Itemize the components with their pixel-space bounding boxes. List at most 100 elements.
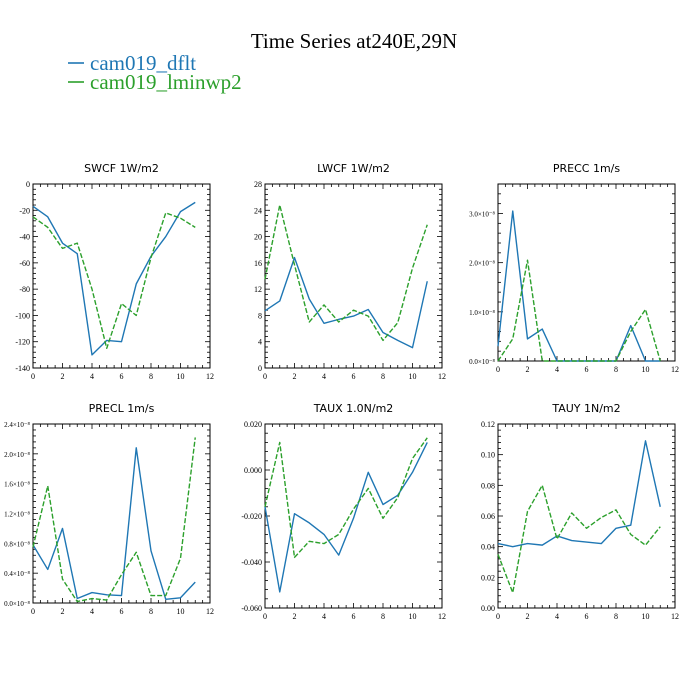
series-line-lminwp2 xyxy=(264,204,428,342)
series-line-dflt xyxy=(497,440,661,548)
y-tick-label: 0.06 xyxy=(481,512,495,521)
x-tick-label: 4 xyxy=(90,607,94,616)
y-tick-label: 0.10 xyxy=(481,451,495,460)
x-tick-label: 0 xyxy=(263,612,267,621)
y-tick-label: 0.00 xyxy=(481,604,495,613)
legend-label-lminwp2: cam019_lminwp2 xyxy=(90,70,242,94)
panel-title: PRECL 1m/s xyxy=(89,402,155,415)
y-tick-label: 4 xyxy=(258,338,262,347)
y-tick-label: 1.2×10⁻⁸ xyxy=(4,511,30,519)
y-tick-label: 0 xyxy=(26,180,30,189)
x-tick-label: 10 xyxy=(642,365,650,374)
x-tick-label: 10 xyxy=(409,612,417,621)
x-tick-label: 12 xyxy=(206,607,214,616)
x-tick-label: 2 xyxy=(526,612,530,621)
panel-0: SWCF 1W/m2 0 2 4 6 8 10 12 -140 -120 -100 -80 -60 -40… xyxy=(15,162,214,381)
y-tick-label: -0.040 xyxy=(241,558,262,567)
y-tick-label: 0.04 xyxy=(481,543,495,552)
y-tick-label: -40 xyxy=(19,233,30,242)
x-tick-label: 8 xyxy=(149,607,153,616)
x-tick-label: 10 xyxy=(177,372,185,381)
y-tick-label: 2.0×10⁻⁸ xyxy=(469,260,495,268)
x-tick-label: 8 xyxy=(614,612,618,621)
x-tick-label: 8 xyxy=(149,372,153,381)
y-tick-label: 0 xyxy=(258,364,262,373)
x-tick-label: 10 xyxy=(177,607,185,616)
y-tick-label: -120 xyxy=(15,338,30,347)
panel-4: TAUX 1.0N/m2 0 2 4 6 8 10 12 -0.060 -0.040 -0.020 0… xyxy=(241,402,446,621)
panel-5: TAUY 1N/m2 0 2 4 6 8 10 12 0.00 0.02 0.04 0.06 0.08 0… xyxy=(481,402,679,621)
x-tick-label: 0 xyxy=(31,607,35,616)
x-tick-label: 4 xyxy=(555,365,559,374)
y-tick-label: 0.4×10⁻⁸ xyxy=(4,570,30,578)
y-tick-label: -20 xyxy=(19,206,30,215)
panel-title: TAUX 1.0N/m2 xyxy=(313,402,394,415)
y-tick-label: -60 xyxy=(19,259,30,268)
legend: cam019_dflt cam019_lminwp2 xyxy=(68,51,242,94)
series-line-lminwp2 xyxy=(497,484,661,594)
x-tick-label: 2 xyxy=(293,612,297,621)
x-tick-label: 4 xyxy=(322,372,326,381)
series-line-lminwp2 xyxy=(32,212,196,349)
panel-title: PRECC 1m/s xyxy=(553,162,621,175)
x-tick-label: 12 xyxy=(206,372,214,381)
x-tick-label: 6 xyxy=(120,607,124,616)
y-tick-label: 3.0×10⁻⁸ xyxy=(469,211,495,219)
x-tick-label: 6 xyxy=(585,365,589,374)
plot-frame xyxy=(32,423,211,604)
y-tick-label: 12 xyxy=(254,285,262,294)
series-line-lminwp2 xyxy=(32,437,196,603)
y-tick-label: 0.0×10⁻⁸ xyxy=(4,600,30,608)
panel-grid: SWCF 1W/m2 0 2 4 6 8 10 12 -140 -120 -100 -80 -60 -40… xyxy=(4,162,679,621)
y-tick-label: 0.12 xyxy=(481,420,495,429)
y-tick-label: -100 xyxy=(15,311,30,320)
x-tick-label: 2 xyxy=(293,372,297,381)
series-line-lminwp2 xyxy=(497,259,661,362)
plot-frame xyxy=(264,183,443,369)
y-tick-label: -0.020 xyxy=(241,512,262,521)
y-tick-label: 1.6×10⁻⁸ xyxy=(4,481,30,489)
legend-label-dflt: cam019_dflt xyxy=(90,51,196,75)
y-tick-label: -140 xyxy=(15,364,30,373)
legend-item-dflt: cam019_dflt xyxy=(68,51,196,75)
x-tick-label: 10 xyxy=(642,612,650,621)
y-tick-label: 2.4×10⁻⁸ xyxy=(4,421,30,429)
x-tick-label: 6 xyxy=(585,612,589,621)
x-tick-label: 8 xyxy=(381,372,385,381)
panel-title: LWCF 1W/m2 xyxy=(317,162,390,175)
y-tick-label: -80 xyxy=(19,285,30,294)
x-tick-label: 4 xyxy=(555,612,559,621)
y-tick-label: -0.060 xyxy=(241,604,262,613)
x-tick-label: 12 xyxy=(671,612,679,621)
y-tick-label: 0.020 xyxy=(244,420,262,429)
y-tick-label: 8 xyxy=(258,311,262,320)
y-tick-label: 0.000 xyxy=(244,466,262,475)
x-tick-label: 0 xyxy=(31,372,35,381)
x-tick-label: 4 xyxy=(90,372,94,381)
y-tick-label: 20 xyxy=(254,233,262,242)
y-tick-label: 0.02 xyxy=(481,573,495,582)
y-tick-label: 28 xyxy=(254,180,262,189)
x-tick-label: 0 xyxy=(496,365,500,374)
x-tick-label: 6 xyxy=(352,612,356,621)
series-line-dflt xyxy=(264,442,428,593)
figure-title: Time Series at240E,29N xyxy=(251,29,457,53)
x-tick-label: 8 xyxy=(614,365,618,374)
y-tick-label: 0.8×10⁻⁸ xyxy=(4,540,30,548)
panel-3: PRECL 1m/s 0 2 4 6 8 10 12 0.0×10⁻⁸ 0.4×10⁻⁸ 0.8×1… xyxy=(4,402,214,616)
series-line-dflt xyxy=(32,201,196,356)
x-tick-label: 12 xyxy=(438,372,446,381)
x-tick-label: 2 xyxy=(526,365,530,374)
series-line-lminwp2 xyxy=(264,437,428,559)
panel-title: SWCF 1W/m2 xyxy=(84,162,159,175)
y-tick-label: 1.0×10⁻⁸ xyxy=(469,309,495,317)
x-tick-label: 6 xyxy=(120,372,124,381)
x-tick-label: 6 xyxy=(352,372,356,381)
series-line-dflt xyxy=(264,256,428,349)
x-tick-label: 10 xyxy=(409,372,417,381)
plot-frame xyxy=(264,423,443,609)
x-tick-label: 2 xyxy=(61,372,65,381)
panel-title: TAUY 1N/m2 xyxy=(551,402,620,415)
